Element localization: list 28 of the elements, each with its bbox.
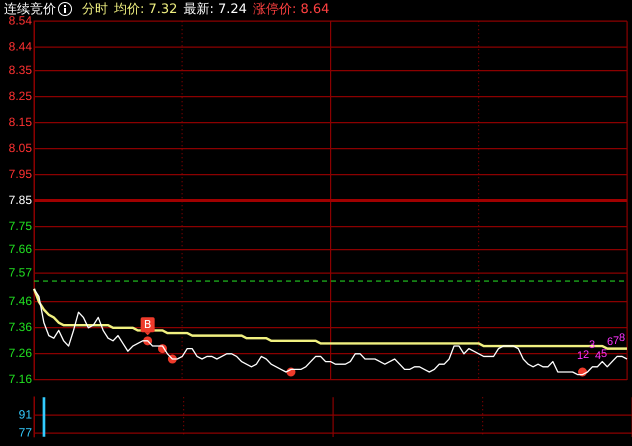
y-tick-label: 7.46: [8, 294, 32, 308]
y-tick-label: 77: [18, 425, 32, 440]
y-tick-label: 8.25: [8, 88, 32, 103]
y-tick-label: 7.75: [8, 218, 32, 233]
text: 涨停价: 8.64: [252, 2, 330, 17]
annotation: B: [144, 318, 152, 332]
annotation: 6: [606, 336, 614, 348]
text: 分时: [82, 2, 108, 17]
annotation: 4: [594, 350, 602, 362]
annotation: 5: [600, 348, 608, 360]
annotation: 8: [618, 332, 626, 344]
y-tick-label: 8.05: [8, 140, 32, 155]
text: 最新: 7.24: [183, 2, 247, 17]
y-tick-label: 7.36: [8, 320, 32, 334]
y-tick-label: 7.16: [8, 372, 32, 386]
y-tick-label: 7.85: [8, 192, 32, 207]
y-tick-label: 8.44: [8, 40, 32, 54]
y-tick-label: 7.57: [8, 266, 32, 280]
text: 均价: 7.32: [114, 2, 178, 17]
y-tick-label: 8.35: [8, 62, 32, 77]
y-tick-label: 7.26: [8, 346, 32, 360]
y-tick-label: 7.66: [8, 242, 32, 256]
annotation: 7: [612, 334, 620, 347]
y-tick-label: 7.95: [8, 166, 32, 181]
annotation: 2: [582, 348, 590, 361]
y-tick-label: 8.15: [8, 114, 32, 129]
annotation: 1: [576, 350, 584, 362]
y-tick-label: 91: [18, 407, 32, 422]
